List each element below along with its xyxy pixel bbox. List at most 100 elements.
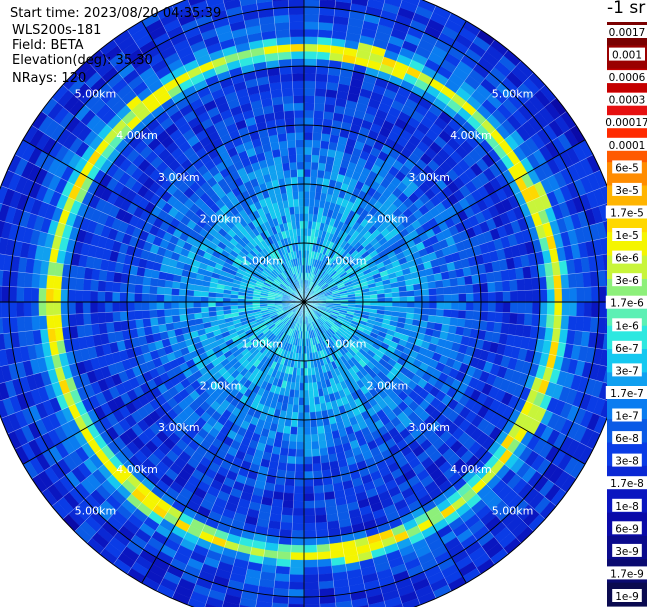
ppi-cell — [465, 301, 474, 312]
ppi-cell — [82, 313, 92, 326]
ppi-cell — [303, 552, 318, 561]
ppi-cell — [142, 276, 152, 286]
ray-separator — [303, 250, 625, 303]
ppi-cell — [315, 514, 328, 524]
ppi-cell — [303, 146, 313, 155]
ppi-cell — [126, 301, 135, 312]
ppi-cell — [288, 596, 305, 605]
ppi-cell — [293, 500, 305, 509]
ppi-cell — [414, 295, 423, 303]
ppi-cell — [294, 463, 305, 472]
ppi-cell — [135, 275, 144, 286]
ppi-cell — [275, 565, 291, 575]
ppi-cell — [105, 321, 115, 334]
ppi-cell — [335, 0, 353, 4]
ppi-cell — [510, 301, 519, 314]
ppi-cell — [134, 284, 143, 294]
ppi-cell — [312, 470, 323, 479]
ppi-cell — [141, 309, 151, 320]
ppi-cell — [495, 291, 504, 303]
ppi-cell — [421, 301, 430, 309]
ppi-cell — [112, 311, 121, 323]
ppi-cell — [303, 124, 314, 133]
ppi-cell — [406, 301, 415, 308]
ppi-cell — [413, 307, 422, 315]
ppi-cell — [465, 310, 474, 320]
ppi-cell — [313, 117, 324, 127]
ppi-cell — [532, 301, 541, 315]
ppi-cell — [149, 277, 159, 287]
ppi-cell — [320, 140, 330, 150]
ray-separator — [303, 29, 481, 303]
ppi-cell — [318, 573, 334, 583]
ppi-cell — [318, 440, 328, 449]
ppi-cell — [296, 441, 305, 450]
ppi-cell — [317, 432, 327, 442]
ppi-cell — [142, 318, 152, 328]
ray-separator — [303, 125, 577, 303]
ray-separator — [303, 0, 336, 303]
ppi-cell — [1, 301, 10, 318]
ppi-cell — [312, 125, 323, 134]
ppi-cell — [141, 301, 150, 311]
ppi-cell — [310, 176, 318, 185]
ppi-cell — [598, 286, 607, 303]
ppi-cell — [310, 433, 319, 443]
ppi-cell — [317, 29, 333, 39]
ppi-cell — [104, 311, 114, 323]
ppi-cell — [303, 382, 309, 391]
ppi-cell — [464, 275, 473, 286]
ppi-cell — [319, 447, 329, 457]
ppi-cell — [312, 132, 322, 141]
ppi-cell — [303, 530, 317, 539]
ppi-cell — [560, 274, 570, 289]
ppi-cell — [207, 296, 216, 303]
ray-separator — [303, 0, 421, 303]
ppi-cell — [384, 301, 393, 307]
ppi-cell — [16, 301, 25, 318]
ppi-cell — [303, 375, 309, 384]
ppi-cell — [281, 507, 294, 516]
ppi-cell — [200, 296, 209, 303]
ppi-cell — [472, 283, 481, 294]
ppi-cell — [104, 301, 113, 313]
ppi-cell — [303, 500, 315, 509]
ppi-cell — [458, 301, 467, 311]
ppi-cell — [576, 301, 585, 317]
ppi-cell — [295, 449, 305, 458]
ppi-cell — [582, 271, 592, 288]
ppi-cell — [164, 315, 174, 325]
ppi-cell — [575, 272, 585, 288]
ppi-cell — [493, 321, 503, 334]
ray-separator — [303, 49, 509, 303]
ppi-cell — [75, 301, 84, 315]
ppi-cell — [278, 454, 288, 464]
ppi-cell — [303, 412, 311, 421]
ray-separator — [303, 301, 594, 450]
ppi-cell — [291, 522, 305, 531]
ppi-cell — [324, 96, 337, 106]
ppi-cell — [288, 581, 305, 590]
ppi-cell — [16, 286, 25, 303]
ppi-cell — [309, 184, 317, 193]
ppi-cell — [289, 559, 305, 568]
ppi-cell — [119, 282, 129, 293]
ray-separator — [303, 301, 629, 320]
ppi-cell — [532, 289, 541, 303]
ppi-cell — [303, 574, 319, 583]
ppi-cell — [82, 301, 91, 314]
ppi-cell — [149, 309, 158, 319]
ppi-cell — [303, 117, 314, 126]
ppi-cell — [171, 287, 180, 296]
ppi-cell — [293, 493, 305, 502]
ppi-cell — [429, 294, 437, 303]
ppi-cell — [451, 293, 460, 303]
ppi-cell — [105, 270, 115, 283]
ppi-cell — [178, 295, 187, 303]
ray-separator — [303, 301, 625, 354]
ppi-cell — [0, 285, 3, 303]
ppi-cell — [560, 315, 570, 330]
ppi-cell — [31, 315, 41, 331]
ppi-cell — [421, 295, 430, 303]
ppi-cell — [516, 313, 526, 326]
